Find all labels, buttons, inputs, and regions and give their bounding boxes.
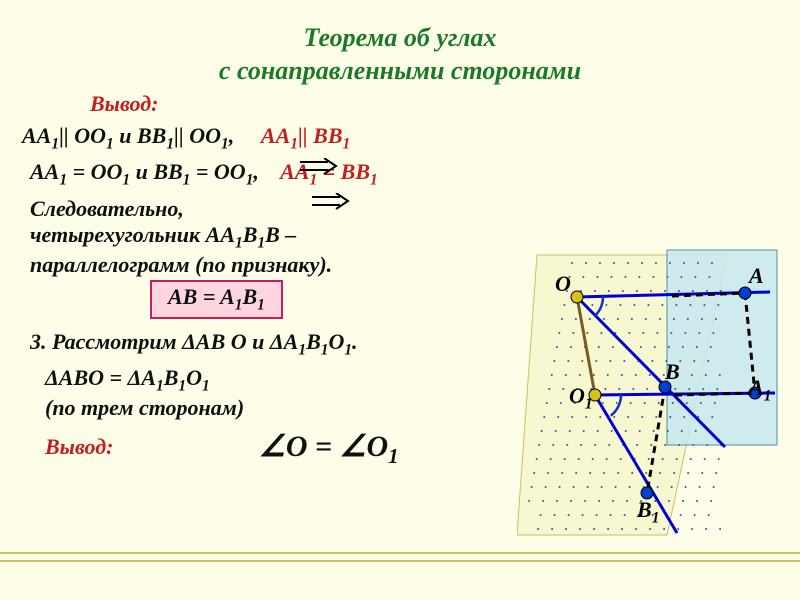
vyvod-label-top: Вывод: <box>90 91 800 117</box>
geometry-diagram: O A O1 B A1 B1 <box>517 245 782 545</box>
label-A1: A1 <box>749 375 771 405</box>
label-O1: O1 <box>569 383 593 413</box>
proof-line-2: AA1 = OO1 и BB1 = OO1, AA1 = BB1 <box>30 159 800 189</box>
label-O: O <box>555 271 571 297</box>
footer-rule <box>0 552 800 562</box>
boxed-result: AB = A1B1 <box>150 280 283 318</box>
title-line1: Теорема об углах <box>304 23 497 52</box>
title-line2: с сонаправленными сторонами <box>219 56 581 85</box>
label-B1: B1 <box>637 497 659 527</box>
label-A: A <box>749 263 764 289</box>
proof-line-1: AA1|| OO1 и BB1|| OO1, AA1|| BB1 <box>22 123 800 153</box>
proof-therefore: Следовательно, <box>30 196 800 222</box>
label-B: B <box>665 359 680 385</box>
theorem-title: Теорема об углах с сонаправленными сторо… <box>0 0 800 87</box>
